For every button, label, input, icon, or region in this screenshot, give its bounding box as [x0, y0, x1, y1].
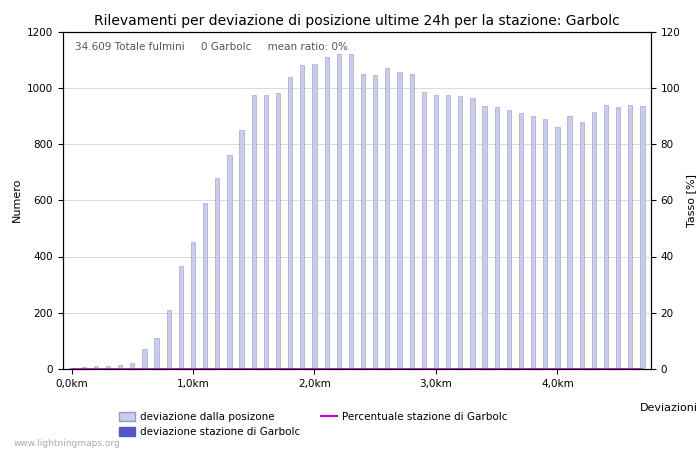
Bar — [142, 349, 146, 369]
Bar — [398, 72, 402, 369]
Bar — [628, 105, 633, 369]
Bar — [239, 130, 244, 369]
Bar — [251, 95, 256, 369]
Text: www.lightningmaps.org: www.lightningmaps.org — [14, 439, 120, 448]
Bar — [616, 108, 620, 369]
Bar — [592, 112, 596, 369]
Bar — [555, 127, 559, 369]
Bar — [69, 368, 73, 369]
Bar — [312, 64, 316, 369]
Text: 34.609 Totale fulmini     0 Garbolc     mean ratio: 0%: 34.609 Totale fulmini 0 Garbolc mean rat… — [75, 42, 348, 52]
Bar — [580, 122, 584, 369]
Bar — [446, 95, 450, 369]
Bar — [203, 203, 207, 369]
Bar — [604, 105, 608, 369]
Bar — [519, 113, 523, 369]
Bar — [421, 92, 426, 369]
Bar — [482, 106, 486, 369]
Bar — [106, 365, 110, 369]
Bar — [94, 366, 98, 369]
Bar — [276, 94, 280, 369]
Text: Deviazioni: Deviazioni — [640, 403, 698, 413]
Y-axis label: Tasso [%]: Tasso [%] — [686, 174, 696, 227]
Bar — [531, 116, 536, 369]
Bar — [288, 76, 293, 369]
Bar — [640, 106, 645, 369]
Bar — [167, 310, 171, 369]
Y-axis label: Numero: Numero — [11, 178, 22, 222]
Bar — [81, 367, 86, 369]
Bar — [130, 363, 134, 369]
Bar — [495, 108, 499, 369]
Bar — [458, 96, 463, 369]
Bar — [325, 57, 329, 369]
Bar — [349, 54, 353, 369]
Bar — [264, 95, 268, 369]
Title: Rilevamenti per deviazione di posizione ultime 24h per la stazione: Garbolc: Rilevamenti per deviazione di posizione … — [94, 14, 620, 27]
Bar — [543, 119, 547, 369]
Bar — [385, 68, 389, 369]
Bar — [118, 365, 122, 369]
Bar — [373, 75, 377, 369]
Bar — [434, 95, 438, 369]
Legend: deviazione dalla posizone, deviazione stazione di Garbolc, Percentuale stazione : deviazione dalla posizone, deviazione st… — [116, 408, 512, 441]
Bar — [568, 116, 572, 369]
Bar — [191, 243, 195, 369]
Bar — [470, 98, 475, 369]
Bar — [228, 155, 232, 369]
Bar — [507, 110, 511, 369]
Bar — [361, 74, 365, 369]
Bar — [215, 178, 219, 369]
Bar — [155, 338, 159, 369]
Bar — [300, 65, 304, 369]
Bar — [337, 54, 341, 369]
Bar — [410, 74, 414, 369]
Bar — [178, 266, 183, 369]
